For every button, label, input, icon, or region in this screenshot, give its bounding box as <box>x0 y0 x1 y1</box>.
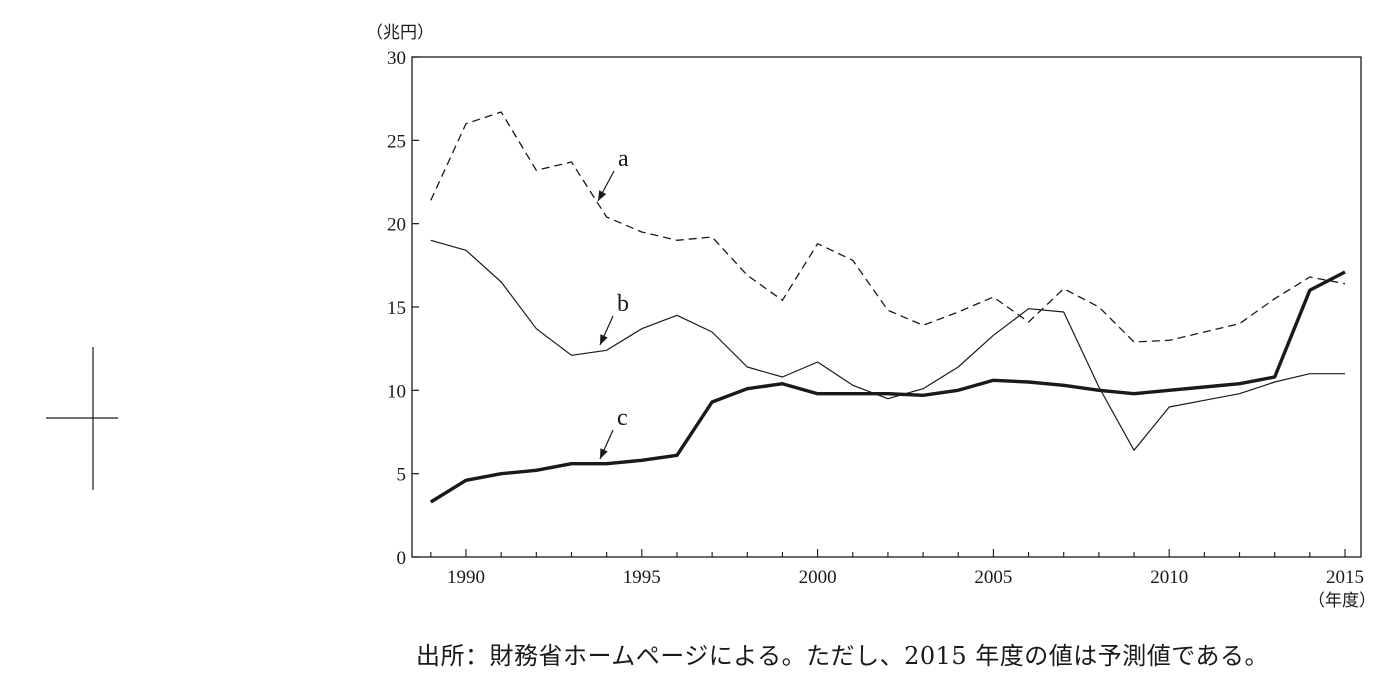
series-lines <box>429 111 1346 504</box>
x-tick-label: 1995 <box>623 567 661 588</box>
y-tick-label: 10 <box>387 381 406 402</box>
series-tag-c: c <box>617 405 628 431</box>
series-tag-a: a <box>618 146 629 172</box>
y-tick-label: 5 <box>397 465 407 486</box>
arrowhead-icon <box>598 190 607 201</box>
x-tick-label: 2000 <box>799 567 837 588</box>
y-tick-label: 0 <box>397 548 407 569</box>
x-tick-label: 2015 <box>1326 567 1364 588</box>
y-tick-label: 20 <box>387 215 406 236</box>
series-line-b <box>430 239 1345 451</box>
plot-frame <box>411 56 1362 558</box>
line-chart: （兆円） （年度） 0 5 10 15 20 25 30 1990 1995 2000 2005 2… <box>46 23 1376 611</box>
x-tick-label: 2005 <box>974 567 1012 588</box>
series-line-a <box>430 111 1346 343</box>
x-tick-label: 1990 <box>447 567 485 588</box>
series-tags: a b c <box>597 146 629 460</box>
x-tick-label: 2010 <box>1150 567 1188 588</box>
arrowhead-icon <box>600 334 608 345</box>
y-axis: 0 5 10 15 20 25 30 <box>387 48 419 569</box>
y-tick-label: 15 <box>387 298 406 319</box>
source-note: 出所：財務省ホームページによる。ただし、2015 年度の値は予測値である。 <box>416 642 1270 670</box>
y-tick-label: 30 <box>387 48 406 69</box>
series-tag-b: b <box>617 291 629 317</box>
x-axis: 1990 1995 2000 2005 2010 2015 <box>430 549 1364 588</box>
y-unit-label: （兆円） <box>366 23 434 43</box>
x-unit-label: （年度） <box>1308 591 1376 611</box>
arrowhead-icon <box>600 448 608 459</box>
crop-mark <box>46 347 118 490</box>
series-line-c <box>429 270 1346 504</box>
y-tick-label: 25 <box>387 131 406 152</box>
